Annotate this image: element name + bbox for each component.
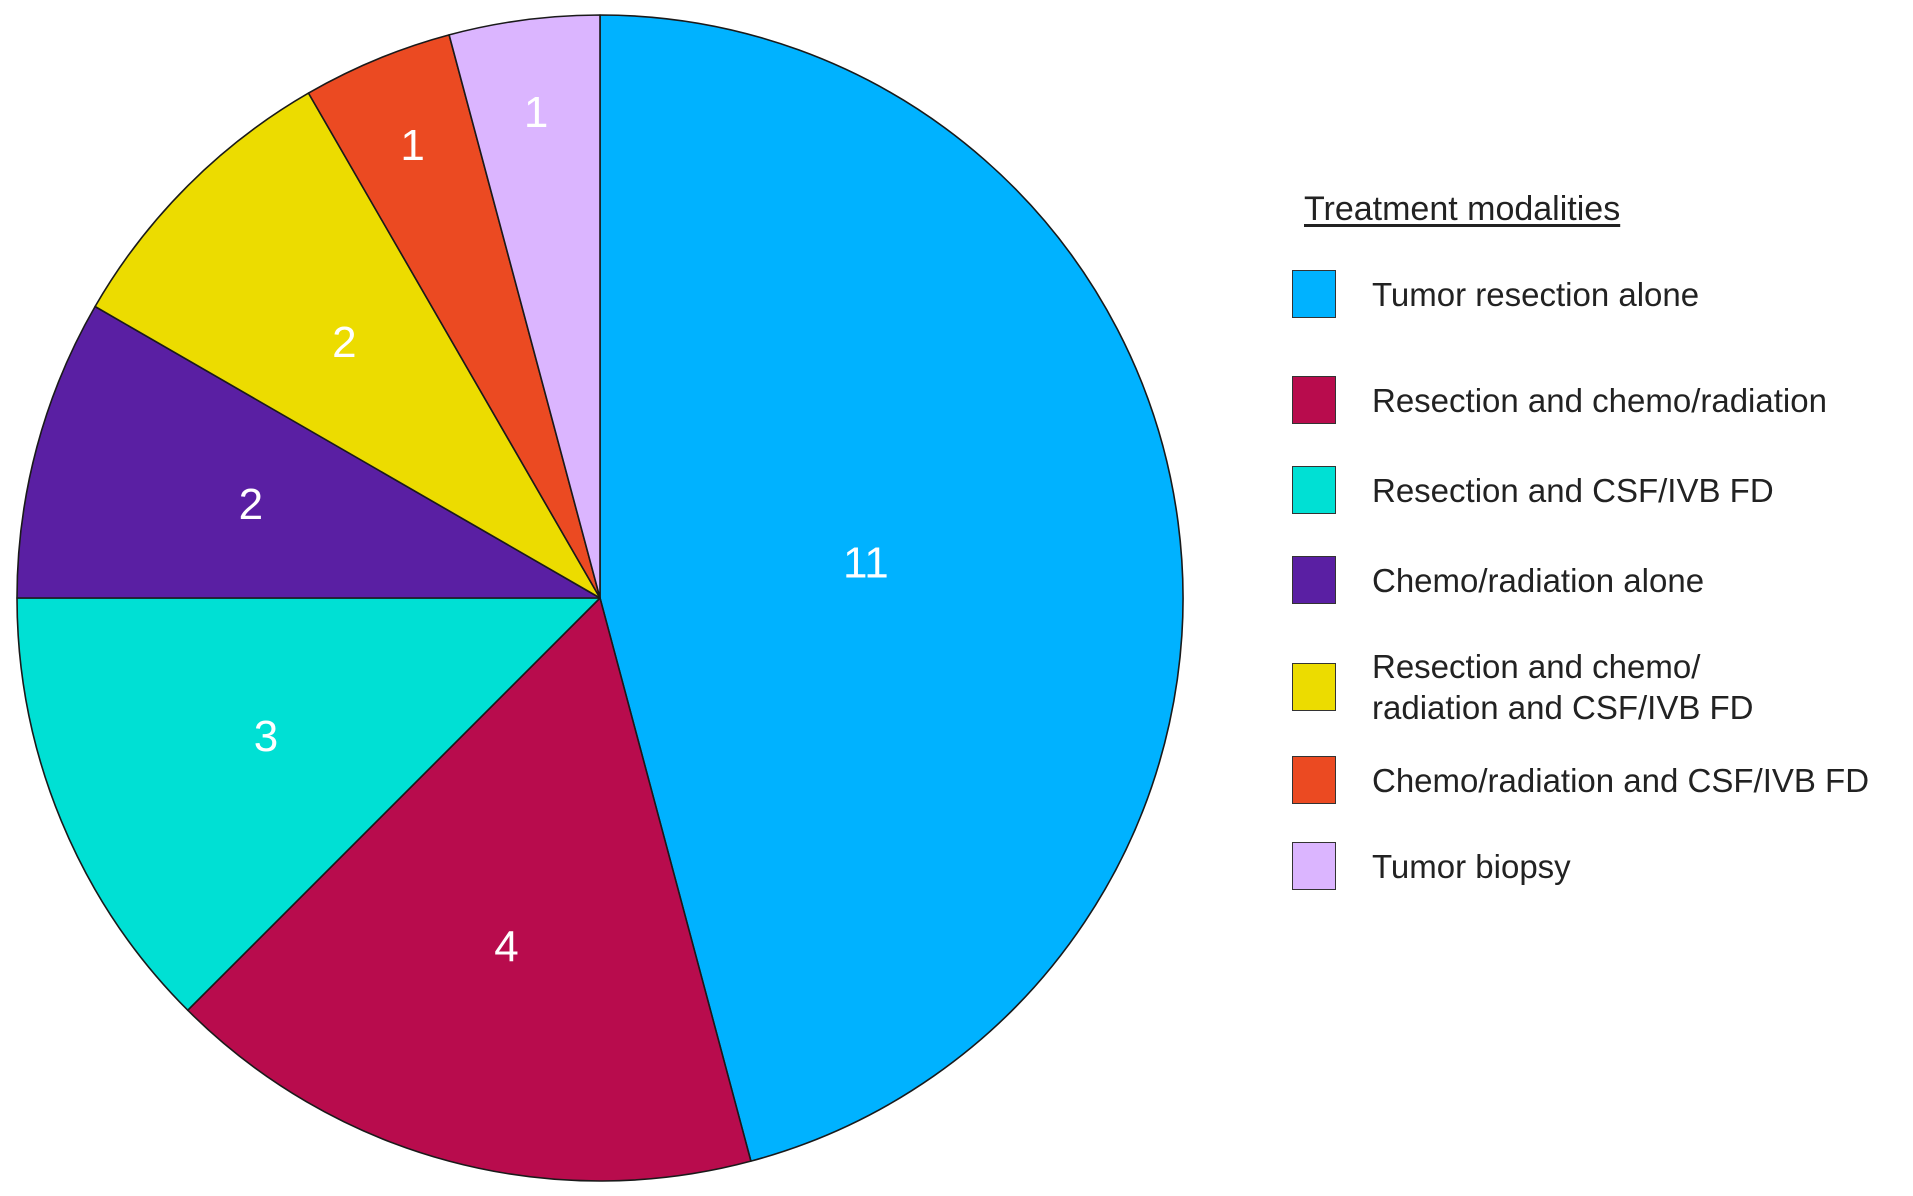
legend-label-7: Tumor biopsy: [1372, 847, 1571, 885]
legend-item-1: Tumor resection alone: [1292, 270, 1699, 318]
legend-label-3: Resection and CSF/IVB FD: [1372, 471, 1774, 509]
pie-slice-2: [186, 597, 752, 1182]
legend-title: Treatment modalities: [1304, 190, 1621, 228]
legend-item-7: Tumor biopsy: [1292, 842, 1571, 890]
pie-slices: [16, 14, 1184, 1182]
legend-item-2: Resection and chemo/radiation: [1292, 376, 1827, 424]
legend-swatch-6: [1292, 756, 1336, 804]
legend-item-6: Chemo/radiation and CSF/IVB FD: [1292, 756, 1869, 804]
legend-label-5: Resection and chemo/ radiation and CSF/I…: [1372, 648, 1754, 726]
pie-slice-4: [16, 305, 601, 599]
pie-slice-7: [448, 14, 601, 599]
legend-item-3: Resection and CSF/IVB FD: [1292, 466, 1774, 514]
legend-label-4: Chemo/radiation alone: [1372, 561, 1705, 599]
pie-slice-3: [16, 597, 601, 1012]
legend-swatch-4: [1292, 556, 1336, 604]
pie-slice-1: [599, 14, 1184, 1162]
legend-item-4: Chemo/radiation alone: [1292, 556, 1704, 604]
legend-swatch-1: [1292, 270, 1336, 318]
legend-label-2: Resection and chemo/radiation: [1372, 381, 1827, 419]
pie-slice-label-2: 4: [494, 923, 518, 972]
legend-label-1: Tumor resection alone: [1372, 275, 1700, 313]
pie-slice-label-4: 2: [239, 480, 263, 529]
legend: Treatment modalities Tumor resection alo…: [1292, 190, 1907, 890]
pie-slice-5: [94, 92, 601, 599]
legend-label-6: Chemo/radiation and CSF/IVB FD: [1372, 761, 1870, 799]
legend-swatch-3: [1292, 466, 1336, 514]
pie-slice-label-3: 3: [254, 712, 278, 761]
legend-swatch-2: [1292, 376, 1336, 424]
legend-swatch-7: [1292, 842, 1336, 890]
pie-slice-label-6: 1: [400, 121, 424, 170]
pie-slice-label-1: 11: [843, 538, 889, 587]
pie-slice-label-5: 2: [332, 318, 356, 367]
pie-slice-label-7: 1: [524, 88, 548, 137]
legend-item-5: Resection and chemo/ radiation and CSF/I…: [1292, 646, 1754, 728]
legend-swatch-5: [1292, 663, 1336, 711]
